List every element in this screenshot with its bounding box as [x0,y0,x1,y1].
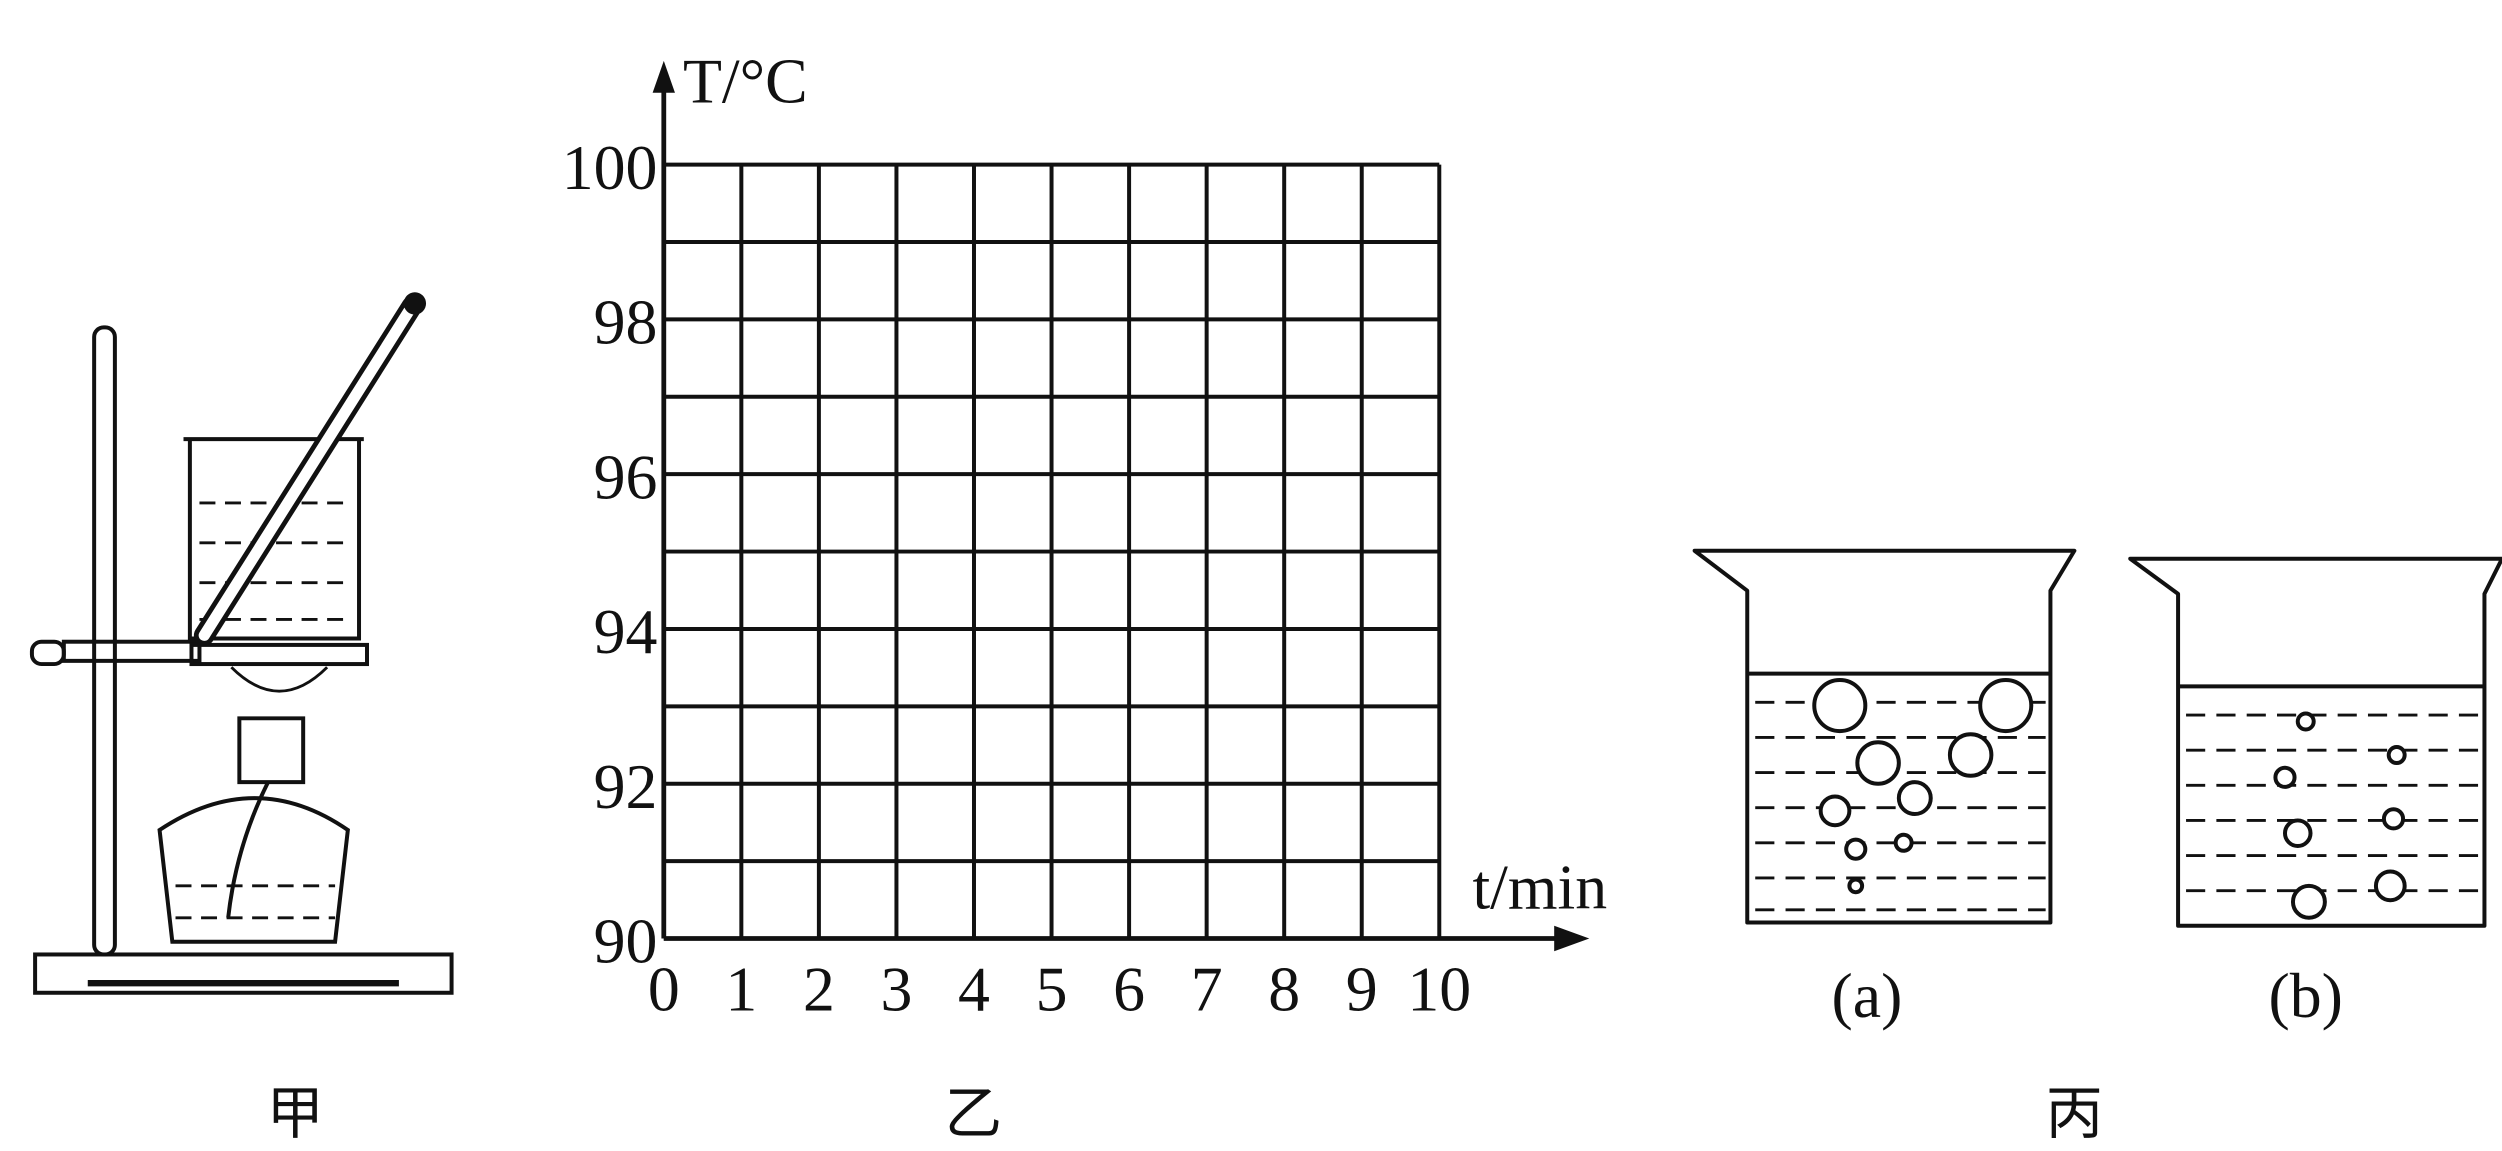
y-tick-label: 96 [594,441,658,512]
x-tick-label: 3 [880,954,912,1025]
apparatus-label: 甲 [266,1080,323,1147]
x-tick-label: 7 [1191,954,1223,1025]
x-tick-label: 5 [1036,954,1068,1025]
y-tick-label: 100 [562,132,658,203]
apparatus [32,292,452,992]
y-axis-arrow [653,61,675,93]
figure: 甲 0123456789109092949698100T/°Ct/min 乙 [0,0,2502,1151]
x-tick-label: 10 [1407,954,1471,1025]
y-axis-label: T/°C [683,46,808,117]
x-axis-label: t/min [1472,851,1607,922]
beaker-a [1695,551,2075,923]
x-tick-label: 8 [1268,954,1300,1025]
beaker-b [2130,559,2502,926]
beaker-b-label: (b) [2269,960,2343,1031]
y-tick-label: 90 [594,906,658,977]
beakers-label: 丙 [2046,1080,2103,1147]
x-tick-label: 2 [803,954,835,1025]
y-tick-label: 94 [594,596,658,667]
x-tick-label: 4 [958,954,990,1025]
x-axis-arrow [1554,926,1589,952]
beaker-a-label: (a) [1832,960,1903,1031]
x-tick-label: 9 [1346,954,1378,1025]
y-tick-label: 98 [594,287,658,358]
graph-label: 乙 [945,1080,1002,1147]
x-tick-label: 1 [725,954,757,1025]
x-tick-label: 6 [1113,954,1145,1025]
y-tick-label: 92 [594,751,658,822]
